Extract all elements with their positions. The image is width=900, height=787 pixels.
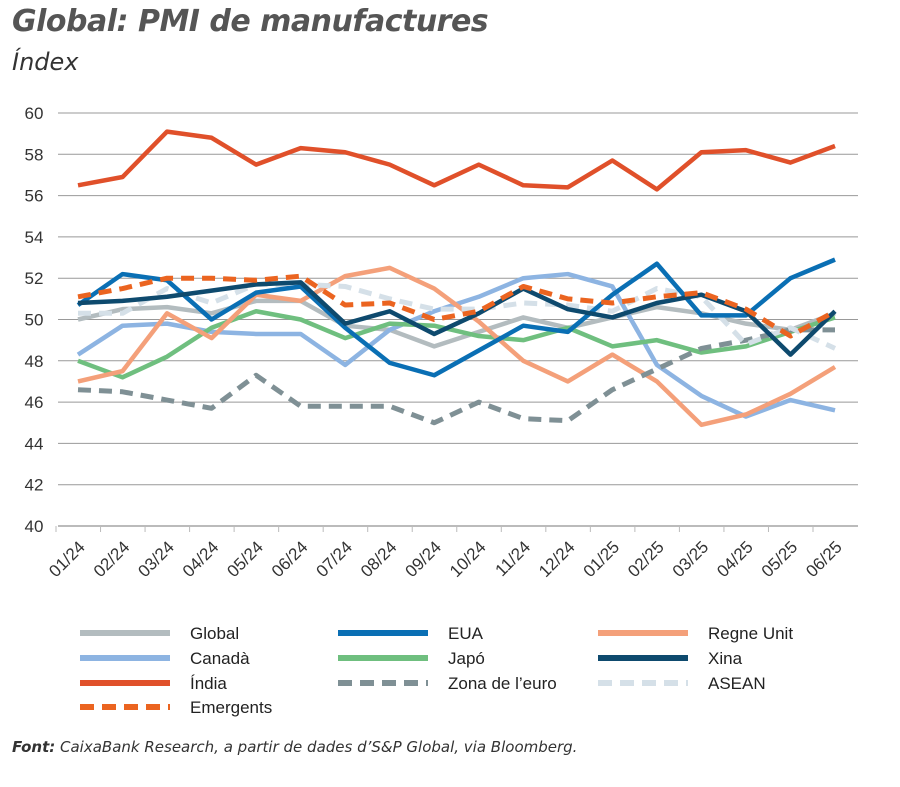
series-line-eua [76,257,836,378]
y-tick-label: 58 [25,145,44,164]
source-label: Font: [12,738,56,756]
x-tick-label: 10/24 [446,537,490,581]
y-tick-label: 60 [25,104,44,123]
x-tick-label: 11/24 [491,537,534,580]
y-tick-label: 50 [25,311,44,330]
legend-label: Canadà [190,649,250,668]
y-tick-label: 46 [25,393,44,412]
y-tick-label: 40 [25,517,44,536]
series-line-regne-unit [77,265,837,428]
x-tick-label: 07/24 [312,537,356,581]
y-tick-label: 56 [25,187,44,206]
chart-title: Global: PMI de manufactures [12,4,489,39]
series-line--ndia [77,129,836,192]
x-tick-label: 05/24 [223,537,267,581]
legend-label: ASEAN [708,674,766,693]
y-tick-label: 42 [25,476,44,495]
x-tick-label: 01/25 [580,537,624,581]
x-tick-label: 09/24 [402,537,446,581]
x-tick-label: 02/25 [624,537,668,581]
legend-label: Xina [708,649,743,668]
x-tick-label: 04/24 [179,537,223,581]
y-tick-label: 44 [25,434,44,453]
x-tick-label: 08/24 [357,537,401,581]
x-tick-label: 06/25 [802,537,846,581]
source-note: Font: CaixaBank Research, a partir de da… [12,738,577,756]
y-tick-label: 48 [25,352,44,371]
legend-label: EUA [448,624,484,643]
y-axis-label: Índex [12,48,79,76]
x-tick-label: 05/25 [758,537,802,581]
y-tick-label: 54 [25,228,44,247]
x-tick-label: 04/25 [713,537,757,581]
x-tick-label: 01/24 [45,537,89,581]
x-tick-label: 06/24 [268,537,312,581]
x-tick-label: 03/24 [134,537,178,581]
source-text: CaixaBank Research, a partir de dades d’… [55,738,578,756]
legend-label: Emergents [190,698,272,717]
legend-label: Zona de l’euro [448,674,557,693]
legend-label: Índia [190,674,227,693]
x-tick-label: 12/24 [535,537,579,581]
legend-label: Regne Unit [708,624,793,643]
x-tick-label: 02/24 [90,537,134,581]
legend-label: Global [190,624,239,643]
series-line-emergents [77,273,837,339]
legend-label: Japó [448,649,485,668]
x-tick-label: 03/25 [669,537,713,581]
y-tick-label: 52 [25,269,44,288]
series-line-zona-de-l-euro [77,327,835,426]
series-line-asean [78,281,837,351]
